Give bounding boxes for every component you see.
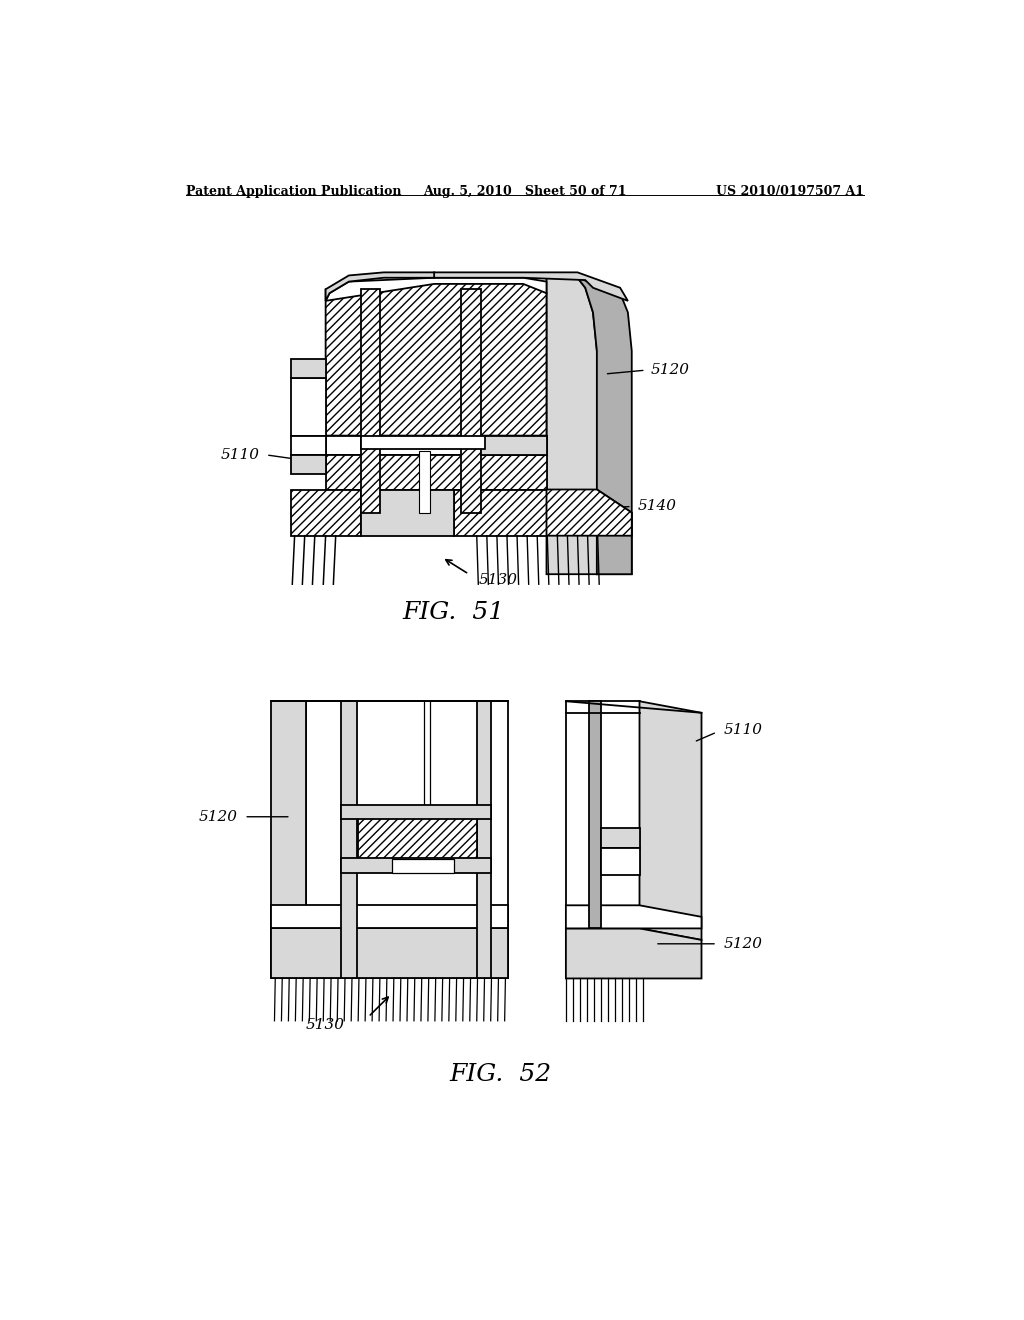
Polygon shape xyxy=(306,701,508,978)
Polygon shape xyxy=(477,701,490,978)
Text: FIG.  52: FIG. 52 xyxy=(449,1063,551,1086)
Polygon shape xyxy=(480,436,547,455)
Polygon shape xyxy=(547,277,597,574)
Polygon shape xyxy=(341,858,490,873)
Text: 5120: 5120 xyxy=(723,937,762,950)
Polygon shape xyxy=(547,490,632,536)
Polygon shape xyxy=(601,829,640,847)
Text: Aug. 5, 2010   Sheet 50 of 71: Aug. 5, 2010 Sheet 50 of 71 xyxy=(423,185,627,198)
Polygon shape xyxy=(291,455,326,474)
Polygon shape xyxy=(360,289,380,512)
Text: 5110: 5110 xyxy=(221,447,260,462)
Text: Patent Application Publication: Patent Application Publication xyxy=(186,185,401,198)
Polygon shape xyxy=(358,817,477,859)
Text: 5130: 5130 xyxy=(306,1018,345,1032)
Polygon shape xyxy=(291,490,360,536)
Text: 5120: 5120 xyxy=(651,363,690,378)
Polygon shape xyxy=(578,277,632,574)
Polygon shape xyxy=(326,436,547,455)
Polygon shape xyxy=(326,277,547,301)
Polygon shape xyxy=(360,436,484,449)
Text: 5140: 5140 xyxy=(638,499,677,513)
Polygon shape xyxy=(291,436,326,455)
Polygon shape xyxy=(271,928,508,978)
Polygon shape xyxy=(566,906,701,928)
Text: 5130: 5130 xyxy=(478,573,517,587)
Text: FIG.  51: FIG. 51 xyxy=(402,601,505,624)
Polygon shape xyxy=(589,701,601,928)
Polygon shape xyxy=(461,289,480,512)
Polygon shape xyxy=(271,701,306,978)
Polygon shape xyxy=(601,847,640,875)
Polygon shape xyxy=(597,490,632,574)
Polygon shape xyxy=(566,928,701,978)
Polygon shape xyxy=(291,378,326,436)
Text: US 2010/0197507 A1: US 2010/0197507 A1 xyxy=(716,185,864,198)
Polygon shape xyxy=(291,359,326,378)
Polygon shape xyxy=(419,451,430,512)
Text: 5110: 5110 xyxy=(723,723,762,737)
Polygon shape xyxy=(640,701,701,940)
Polygon shape xyxy=(341,701,356,978)
Polygon shape xyxy=(326,277,547,436)
Polygon shape xyxy=(326,455,547,490)
Polygon shape xyxy=(434,272,628,301)
Text: 5120: 5120 xyxy=(199,809,238,824)
Polygon shape xyxy=(391,859,454,873)
Polygon shape xyxy=(326,272,434,301)
Polygon shape xyxy=(566,701,640,928)
Polygon shape xyxy=(454,490,547,536)
Polygon shape xyxy=(341,805,490,818)
Polygon shape xyxy=(360,490,454,536)
Polygon shape xyxy=(271,906,508,928)
